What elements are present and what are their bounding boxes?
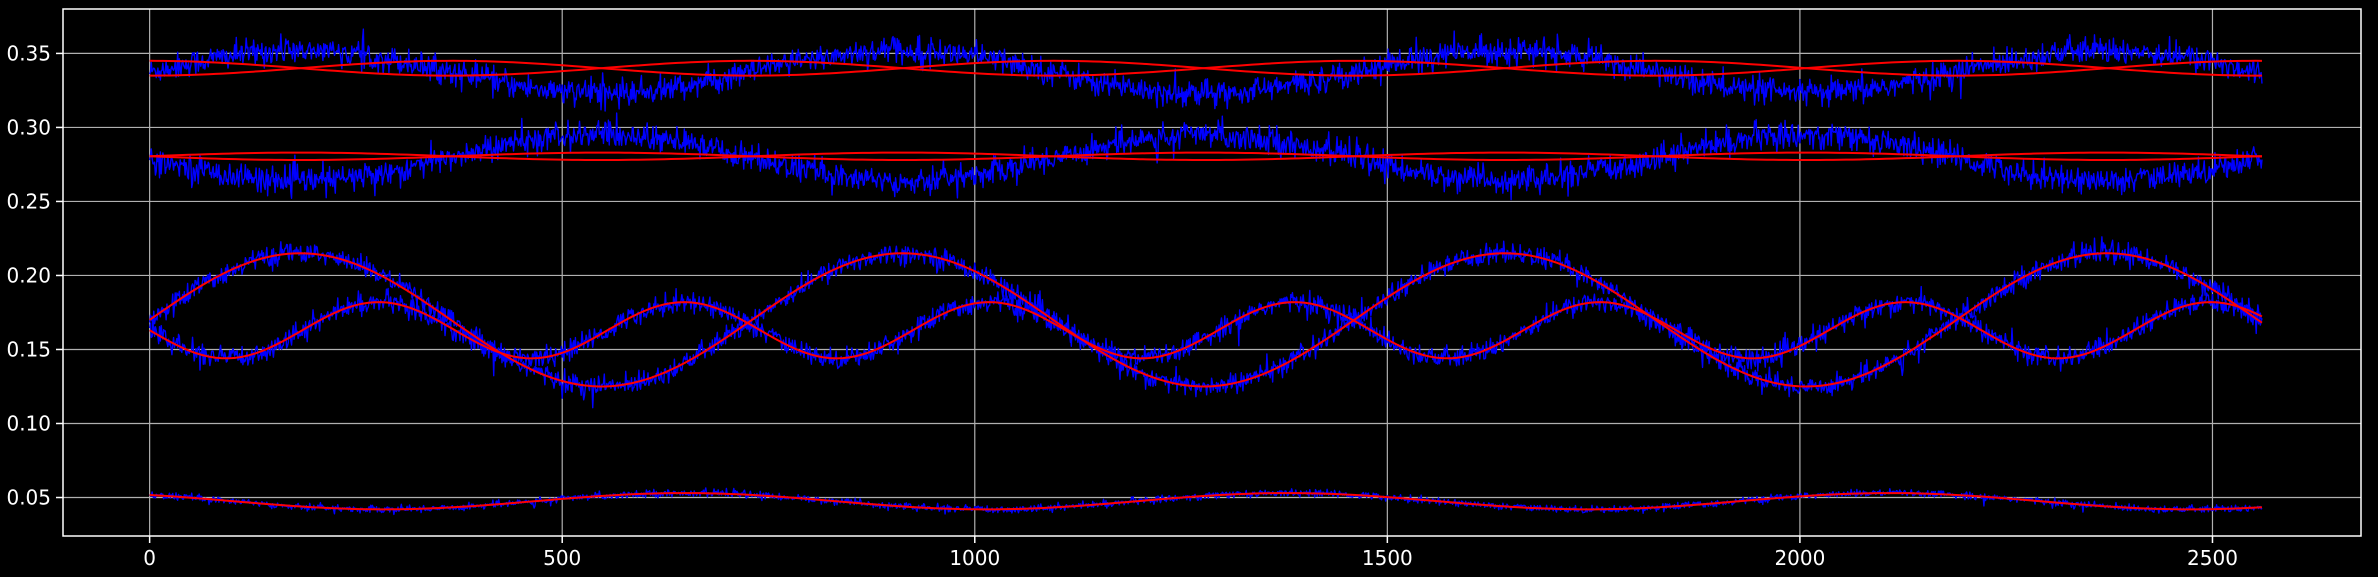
- noisy-series-line: [148, 112, 2263, 201]
- x-tick-label: 0: [143, 546, 156, 570]
- y-tick-label: 0.10: [6, 411, 51, 435]
- grid-lines: [63, 9, 2361, 536]
- y-tick-label: 0.25: [6, 189, 51, 213]
- y-tick-label: 0.15: [6, 337, 51, 361]
- x-tick-label: 2500: [2187, 546, 2238, 570]
- y-tick-label: 0.05: [6, 486, 51, 510]
- fit-series-line: [149, 151, 2263, 161]
- fit-series-line: [149, 301, 2263, 360]
- x-tick-label: 1500: [1362, 546, 1413, 570]
- axes-frame: [62, 8, 2362, 537]
- fit-series-line: [149, 59, 2262, 77]
- x-tick-label: 1000: [949, 546, 1000, 570]
- y-tick-label: 0.30: [6, 115, 51, 139]
- series-group: [148, 28, 2263, 516]
- x-tick-label: 2000: [1774, 546, 1825, 570]
- axes: [56, 8, 2362, 543]
- tick-labels: 0 500 1000 1500 2000 2500 0.05 0.10 0.15 0.20 0.25…: [6, 41, 2237, 570]
- y-tick-label: 0.20: [6, 263, 51, 287]
- y-tick-label: 0.35: [6, 41, 51, 65]
- noisy-series-line: [148, 28, 2263, 112]
- fit-series-line: [149, 492, 2263, 511]
- x-tick-label: 500: [543, 546, 581, 570]
- fit-series-line: [149, 151, 2263, 161]
